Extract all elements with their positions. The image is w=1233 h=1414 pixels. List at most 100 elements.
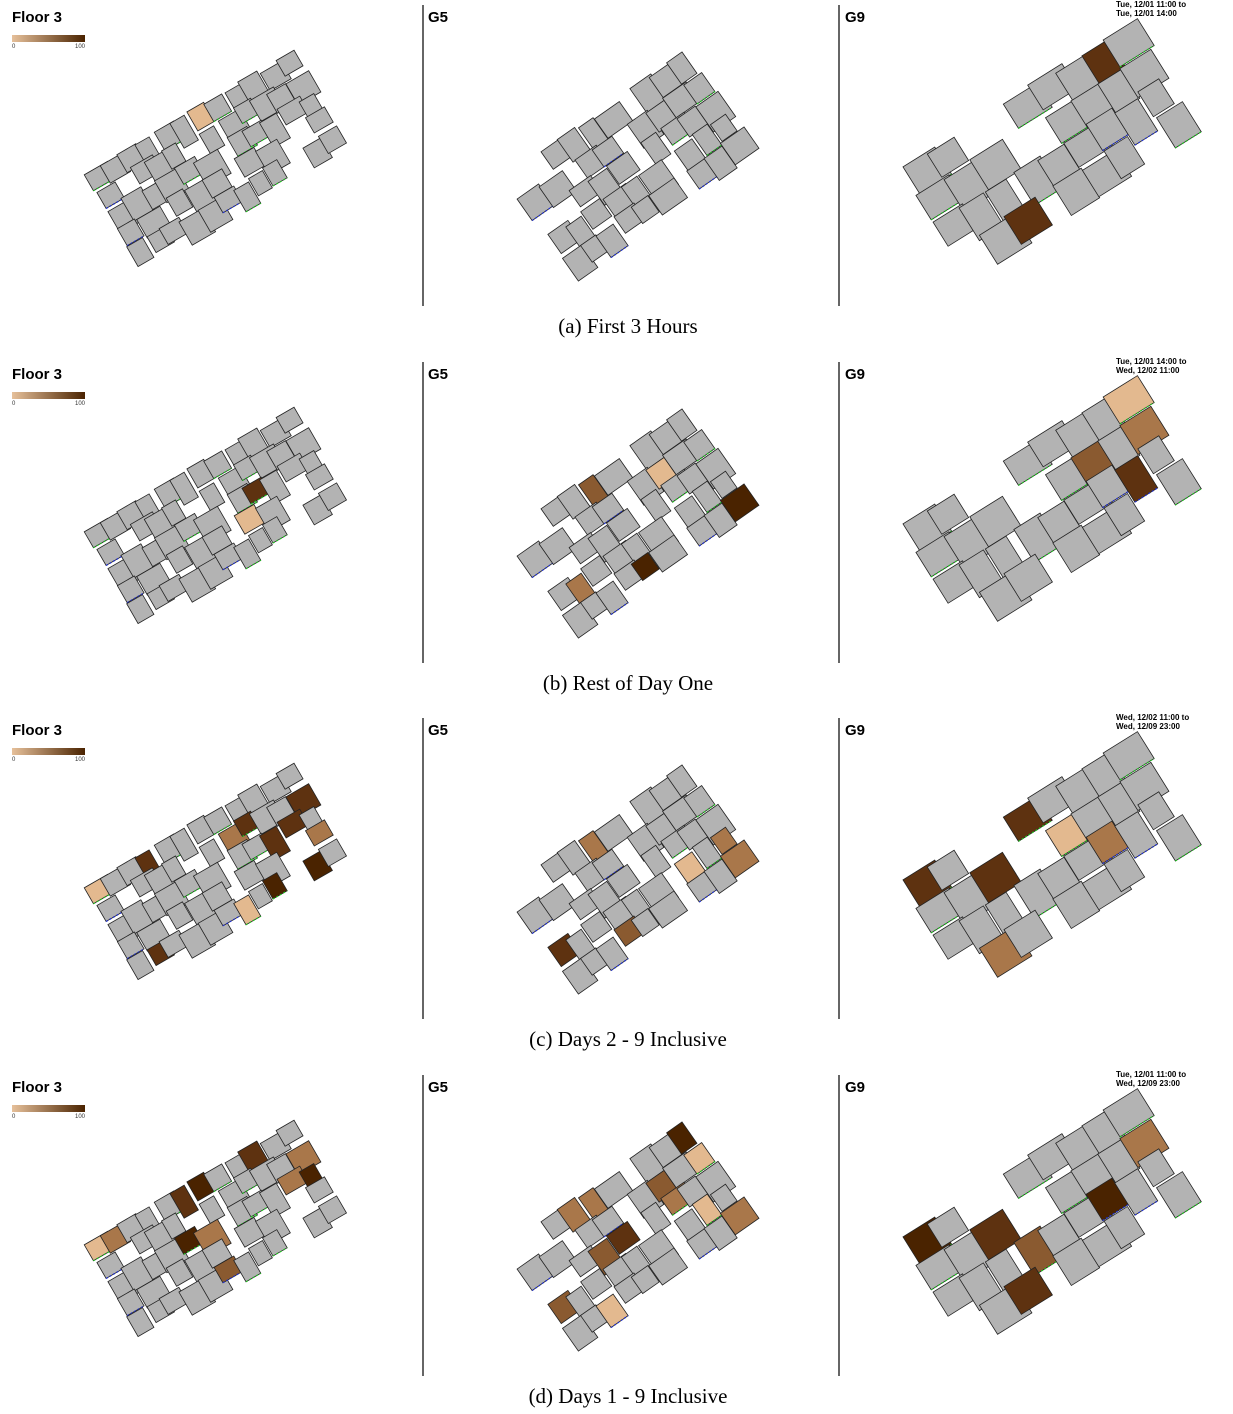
room	[198, 482, 226, 512]
room	[666, 408, 698, 442]
panel-title: G5	[428, 1079, 448, 1096]
panel-title: G5	[428, 9, 448, 26]
doorway	[610, 958, 629, 972]
room	[165, 1258, 194, 1287]
room	[1137, 435, 1175, 475]
room	[595, 223, 629, 259]
legend-min: 0	[12, 1114, 16, 1120]
time-range: Wed, 12/09 23:00	[1116, 1079, 1180, 1088]
room	[275, 1119, 304, 1147]
room	[648, 534, 689, 573]
time-range: Wed, 12/02 11:00 to	[1116, 713, 1189, 722]
room	[648, 1247, 689, 1286]
doorway	[672, 485, 697, 503]
room	[593, 1171, 634, 1209]
doorway	[126, 948, 145, 960]
room	[126, 237, 155, 268]
time-range: Wed, 12/09 23:00	[1116, 722, 1180, 731]
room	[709, 1183, 738, 1212]
doorway	[1018, 1176, 1053, 1199]
legend-min: 0	[12, 757, 16, 763]
room	[1137, 791, 1175, 831]
room	[683, 429, 716, 462]
room	[1155, 101, 1202, 149]
room	[1003, 909, 1053, 958]
room	[595, 1293, 629, 1329]
room	[683, 72, 716, 105]
doorway	[531, 1274, 555, 1292]
room	[666, 51, 698, 85]
doorway	[706, 144, 723, 156]
room	[304, 106, 334, 134]
room	[247, 527, 273, 554]
room	[1137, 1148, 1175, 1188]
doorway	[706, 1214, 723, 1226]
legend-gradient	[12, 748, 85, 755]
doorway	[1134, 487, 1159, 503]
legend-gradient	[12, 1105, 85, 1112]
room	[247, 170, 273, 197]
room	[1155, 458, 1202, 506]
doorway	[1175, 131, 1202, 149]
panel-title: G9	[845, 722, 865, 739]
room	[580, 1268, 613, 1300]
room	[126, 950, 155, 981]
doorway	[93, 889, 118, 905]
room	[169, 114, 199, 149]
doorway	[1134, 1200, 1159, 1216]
doorway	[245, 1272, 262, 1283]
floor-plan	[902, 375, 1202, 622]
room	[648, 890, 689, 929]
room	[1103, 492, 1146, 537]
room	[258, 825, 291, 862]
room	[648, 177, 689, 216]
room	[165, 545, 194, 574]
doorway	[1175, 1201, 1202, 1219]
room	[258, 469, 291, 506]
room	[605, 863, 641, 898]
floor-plan	[902, 18, 1202, 265]
room	[247, 883, 273, 910]
room	[258, 1182, 291, 1219]
room	[1003, 196, 1053, 245]
room	[640, 1201, 672, 1235]
doorway	[531, 561, 555, 579]
panel-title: Floor 3	[12, 366, 62, 383]
doorway	[242, 826, 260, 838]
room	[1103, 135, 1146, 180]
doorway	[1134, 843, 1159, 859]
panel-title: Floor 3	[12, 1079, 62, 1096]
doorway	[706, 501, 723, 513]
room	[666, 1121, 698, 1155]
room	[275, 406, 304, 434]
room	[1155, 1171, 1202, 1219]
room	[709, 470, 738, 499]
floor-plan	[516, 764, 760, 995]
room	[593, 101, 634, 139]
room	[317, 1195, 348, 1225]
legend-min: 0	[12, 44, 16, 50]
room	[630, 908, 660, 938]
doorway	[272, 177, 288, 187]
floor-plan	[83, 406, 348, 625]
legend-max: 100	[75, 44, 86, 50]
room	[126, 594, 155, 625]
caption: (b) Rest of Day One	[543, 671, 713, 695]
room	[719, 483, 760, 523]
legend-max: 100	[75, 1114, 86, 1120]
floor-plan	[902, 1088, 1202, 1335]
room	[630, 1265, 660, 1295]
doorway	[126, 235, 145, 247]
doorway	[213, 110, 232, 123]
doorway	[93, 176, 118, 192]
room	[538, 1240, 578, 1279]
doorway	[1102, 133, 1129, 152]
doorway	[245, 915, 262, 926]
doorway	[245, 202, 262, 213]
room	[169, 1184, 199, 1219]
room	[538, 170, 578, 209]
floor-plan	[516, 1121, 760, 1352]
panel-title: G9	[845, 366, 865, 383]
